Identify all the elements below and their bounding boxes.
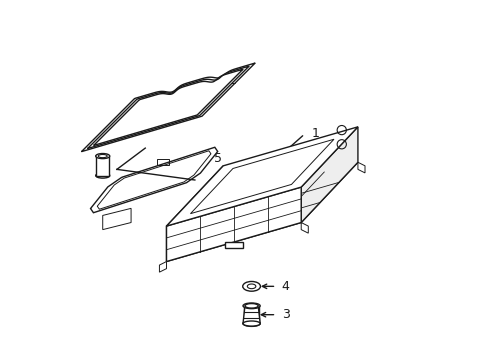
Polygon shape [159,261,166,272]
FancyBboxPatch shape [96,156,109,176]
Ellipse shape [242,282,260,291]
Polygon shape [166,187,301,261]
Ellipse shape [243,303,260,309]
Ellipse shape [96,173,109,178]
Ellipse shape [243,321,260,327]
Polygon shape [166,162,357,261]
Text: 3: 3 [281,308,289,321]
Ellipse shape [243,321,260,326]
Polygon shape [243,306,260,324]
Polygon shape [166,166,223,261]
Polygon shape [166,127,357,226]
Text: 1: 1 [311,127,319,140]
Bar [244,306,259,324]
Text: 4: 4 [281,280,289,293]
Polygon shape [224,242,242,248]
Text: 2: 2 [228,74,236,87]
Polygon shape [87,66,248,149]
Polygon shape [216,201,223,212]
Polygon shape [301,222,307,233]
Polygon shape [102,208,131,230]
Polygon shape [301,127,357,222]
Polygon shape [90,147,217,213]
Ellipse shape [96,153,109,159]
Text: 5: 5 [214,152,222,165]
Ellipse shape [244,303,258,308]
Polygon shape [357,162,364,173]
